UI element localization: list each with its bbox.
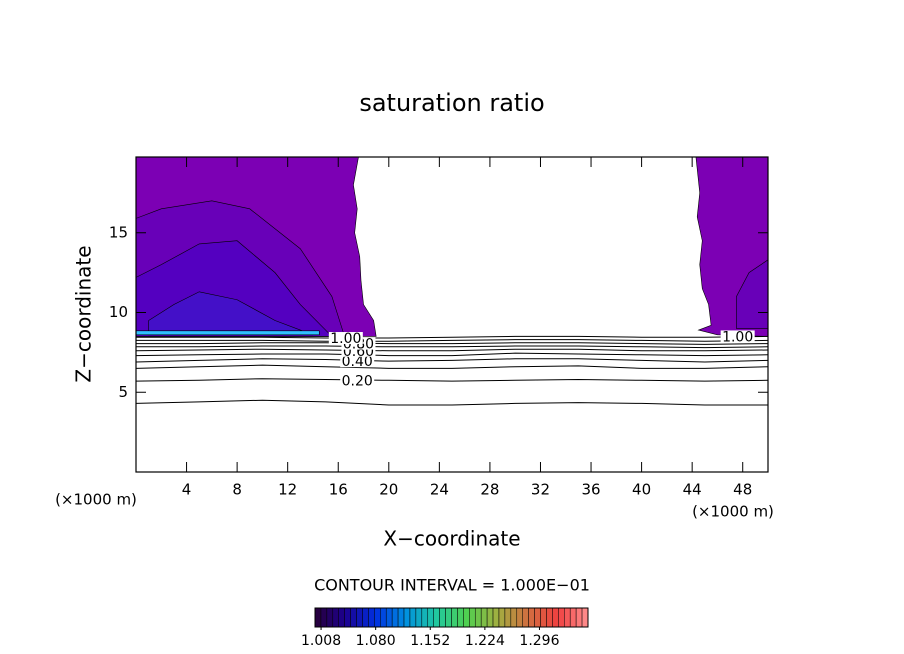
colorbar-swatch <box>385 607 393 628</box>
colorbar-swatch <box>552 607 559 628</box>
colorbar-swatch <box>350 607 357 628</box>
x-tick-label: 4 <box>182 481 192 499</box>
contour-label: 0.40 <box>342 354 373 370</box>
x-tick-label: 20 <box>379 481 398 499</box>
contour-line <box>135 358 769 363</box>
colorbar-swatch <box>403 607 411 628</box>
contour-interval: CONTOUR INTERVAL = 1.000E−01 <box>314 576 590 595</box>
colorbar-swatch <box>480 607 488 628</box>
colorbar-swatch <box>581 607 589 628</box>
colorbar-swatch <box>391 607 399 628</box>
contour-line <box>136 335 769 339</box>
x-tick-label: 28 <box>480 481 499 499</box>
contour-line <box>135 352 769 357</box>
colorbar-swatch <box>368 607 375 628</box>
y-axis-title: Z−coordinate <box>72 245 96 382</box>
colorbar-swatch <box>522 607 529 628</box>
colorbar-swatch <box>463 607 470 628</box>
colorbar-tick-label: 1.080 <box>356 633 396 649</box>
colorbar-swatch <box>457 607 464 628</box>
colorbar-swatch <box>445 607 452 628</box>
x-tick-label: 44 <box>683 481 702 499</box>
colorbar-swatch <box>569 607 577 628</box>
contour-line <box>135 378 769 382</box>
contour-label-bg <box>340 374 375 387</box>
colorbar-tick-label: 1.224 <box>465 633 505 649</box>
contour-line <box>135 348 769 352</box>
colorbar-swatch <box>326 607 334 628</box>
contour-label-bg <box>720 330 755 343</box>
contour-label: 1.00 <box>722 329 753 345</box>
colorbar-swatch <box>540 607 547 628</box>
colorbar-swatch <box>469 607 476 628</box>
colorbar-swatch <box>504 607 512 628</box>
contour-line <box>136 339 769 342</box>
x-unit-label: (×1000 m) <box>55 491 137 509</box>
colorbar-tick-label: 1.296 <box>519 633 559 649</box>
colorbar-swatch <box>356 607 363 628</box>
contour-line <box>135 364 769 369</box>
colorbar-swatch <box>421 607 429 628</box>
contour-line <box>136 342 769 345</box>
y-tick-label: 5 <box>118 383 128 401</box>
colorbar-tick-label: 1.008 <box>301 633 341 649</box>
x-tick-label: 12 <box>278 481 297 499</box>
y-tick-label: 10 <box>109 303 128 321</box>
colorbar-frame <box>314 607 589 628</box>
contour-line <box>135 399 768 406</box>
colorbar-swatch <box>510 607 518 628</box>
colorbar-swatch <box>433 607 440 628</box>
colorbar-swatch <box>427 607 434 628</box>
colorbar-swatch <box>397 607 405 628</box>
colorbar-swatch <box>320 607 328 628</box>
colorbar-swatch <box>498 607 506 628</box>
x-axis-title: X−coordinate <box>383 527 520 551</box>
y-tick-label: 15 <box>109 223 128 241</box>
contour-label: 0.20 <box>342 373 373 389</box>
colorbar-swatch <box>409 607 417 628</box>
colorbar-swatch <box>516 607 523 628</box>
x-tick-label: 24 <box>430 481 449 499</box>
contour-label-bg <box>328 332 363 345</box>
colorbar-swatch <box>528 607 535 628</box>
colorbar-swatch <box>344 607 351 628</box>
contour-label: 1.00 <box>330 331 361 347</box>
contour-label-bg <box>340 355 375 368</box>
x-tick-label: 40 <box>632 481 651 499</box>
colorbar-swatch <box>558 607 565 628</box>
colorbar-swatch <box>486 607 494 628</box>
colorbar-swatch <box>314 607 322 628</box>
x-tick-label: 8 <box>232 481 242 499</box>
x-tick-label: 32 <box>531 481 550 499</box>
colorbar-swatch <box>374 607 381 628</box>
contour-line <box>136 345 769 349</box>
filled-region <box>135 330 320 336</box>
colorbar-swatch <box>564 607 571 628</box>
filled-region <box>736 259 769 329</box>
colorbar-swatch <box>575 607 583 628</box>
x-tick-label: 36 <box>581 481 600 499</box>
colorbar-swatch <box>338 607 345 628</box>
chart-title: saturation ratio <box>359 89 544 117</box>
colorbar-swatch <box>451 607 458 628</box>
colorbar-swatch <box>362 607 369 628</box>
colorbar-swatch <box>439 607 446 628</box>
x-unit-label: (×1000 m) <box>692 503 774 521</box>
colorbar-swatch <box>332 607 339 628</box>
colorbar-swatch <box>546 607 553 628</box>
x-tick-label: 48 <box>733 481 752 499</box>
colorbar-swatch <box>492 607 500 628</box>
colorbar-swatch <box>474 607 482 628</box>
colorbar-swatch <box>415 607 423 628</box>
colorbar-tick-label: 1.152 <box>410 633 450 649</box>
x-tick-label: 16 <box>329 481 348 499</box>
colorbar-swatch <box>534 607 541 628</box>
colorbar-swatch <box>380 607 387 628</box>
plot-frame <box>135 156 769 473</box>
